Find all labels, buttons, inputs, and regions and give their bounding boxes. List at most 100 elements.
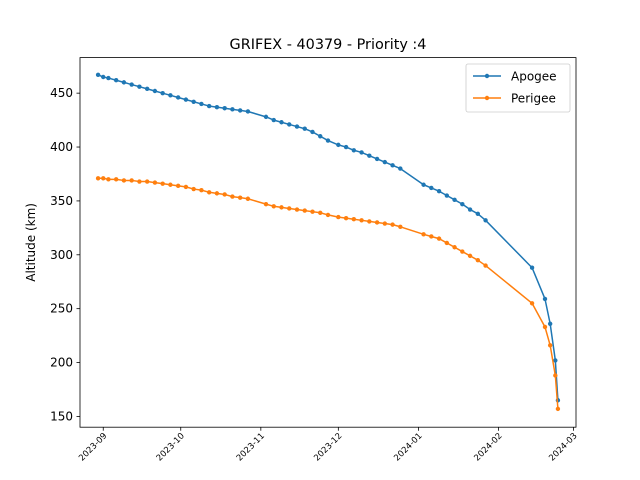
x-tick-label: 2024-03 [547,431,579,463]
data-point-apogee [398,166,403,171]
data-point-perigee [279,205,284,210]
data-point-perigee [95,176,101,181]
data-point-perigee [318,210,323,215]
data-point-perigee [214,191,220,196]
x-axis: 2023-09 2023-10 2023-11 2023-12 2024-01 2024-… [77,427,580,463]
data-point-apogee [287,122,292,127]
data-point-perigee [475,257,481,263]
data-point-apogee [460,201,465,207]
data-point-perigee [121,178,127,183]
data-point-perigee [555,406,561,412]
x-tick-label: 2023-09 [77,431,109,463]
data-point-apogee [263,114,269,120]
data-point-apogee [475,211,481,217]
data-point-apogee [483,218,488,223]
data-point-perigee [263,201,269,207]
data-point-perigee [421,232,426,237]
data-point-perigee [460,249,465,254]
x-tick-label: 2023-11 [235,431,267,463]
y-axis: 150 200 250 300 350 400 450 [50,86,80,423]
data-point-apogee [336,142,341,148]
data-point-apogee [547,321,553,326]
data-point-perigee [359,218,364,223]
data-point-perigee [382,221,388,226]
data-point-apogee [222,106,227,111]
data-point-apogee [106,75,111,81]
legend-marker-perigee [484,95,490,101]
data-point-apogee [144,86,150,92]
data-point-apogee [367,153,372,158]
x-tick-label: 2023-12 [312,431,344,463]
data-point-apogee [429,185,434,191]
data-point-perigee [206,190,212,195]
data-point-perigee [398,224,403,229]
data-point-perigee [547,343,553,348]
x-tick-label: 2024-02 [472,431,504,463]
data-point-perigee [390,222,395,227]
x-tick-label: 2023-10 [155,431,187,463]
data-point-apogee [553,358,558,363]
data-point-apogee [310,129,315,135]
plot-area [79,57,577,428]
data-point-perigee [106,177,111,182]
data-point-perigee [367,219,372,224]
y-tick-label: 200 [50,356,73,370]
y-tick-label: 450 [50,86,73,100]
legend-label-apogee: Apogee [511,70,557,84]
data-point-apogee [421,182,426,187]
y-tick-label: 350 [50,194,73,208]
data-point-perigee [310,209,315,214]
series-apogee [95,72,561,403]
data-point-apogee [168,93,173,98]
chart-title: GRIFEX - 40379 - Priority :4 [230,37,427,53]
data-point-perigee [160,181,165,186]
data-point-perigee [429,234,434,239]
data-point-perigee [183,184,189,190]
series-layer [95,72,561,412]
data-point-apogee [359,150,364,155]
data-point-perigee [553,373,558,378]
data-point-apogee [214,104,220,110]
data-point-perigee [129,178,134,183]
data-point-perigee [287,206,292,211]
data-point-apogee [279,120,284,125]
data-point-apogee [137,84,142,89]
data-point-apogee [343,144,349,150]
data-point-apogee [390,163,395,168]
x-tick-label: 2024-01 [392,431,424,463]
data-point-perigee [374,220,380,225]
data-point-apogee [183,97,189,102]
y-tick-label: 300 [50,248,73,262]
data-point-perigee [222,192,227,197]
data-point-perigee [336,214,341,220]
data-point-perigee [436,236,442,241]
data-point-perigee [294,207,300,212]
legend: Apogee Perigee [465,63,571,113]
data-point-perigee [113,177,119,182]
data-point-apogee [230,107,235,112]
data-point-perigee [152,180,158,185]
data-point-apogee [444,193,450,198]
data-point-perigee [351,217,357,222]
data-point-apogee [271,117,276,123]
data-point-apogee [101,74,106,80]
y-tick-label: 400 [50,140,73,154]
data-point-perigee [271,204,276,209]
data-point-perigee [144,179,150,184]
data-point-apogee [294,124,300,129]
data-point-apogee [374,156,380,162]
data-point-perigee [168,182,173,187]
data-point-apogee [302,126,307,131]
y-tick-label: 250 [50,302,73,316]
data-point-perigee [325,212,331,218]
data-point-apogee [467,207,473,212]
data-point-perigee [302,208,307,213]
data-point-apogee [113,78,119,83]
legend-item-perigee: Perigee [473,92,556,106]
data-point-perigee [245,196,251,201]
data-point-apogee [175,95,181,100]
series-line-apogee [97,74,559,401]
data-point-apogee [237,108,243,113]
data-point-apogee [452,197,457,203]
